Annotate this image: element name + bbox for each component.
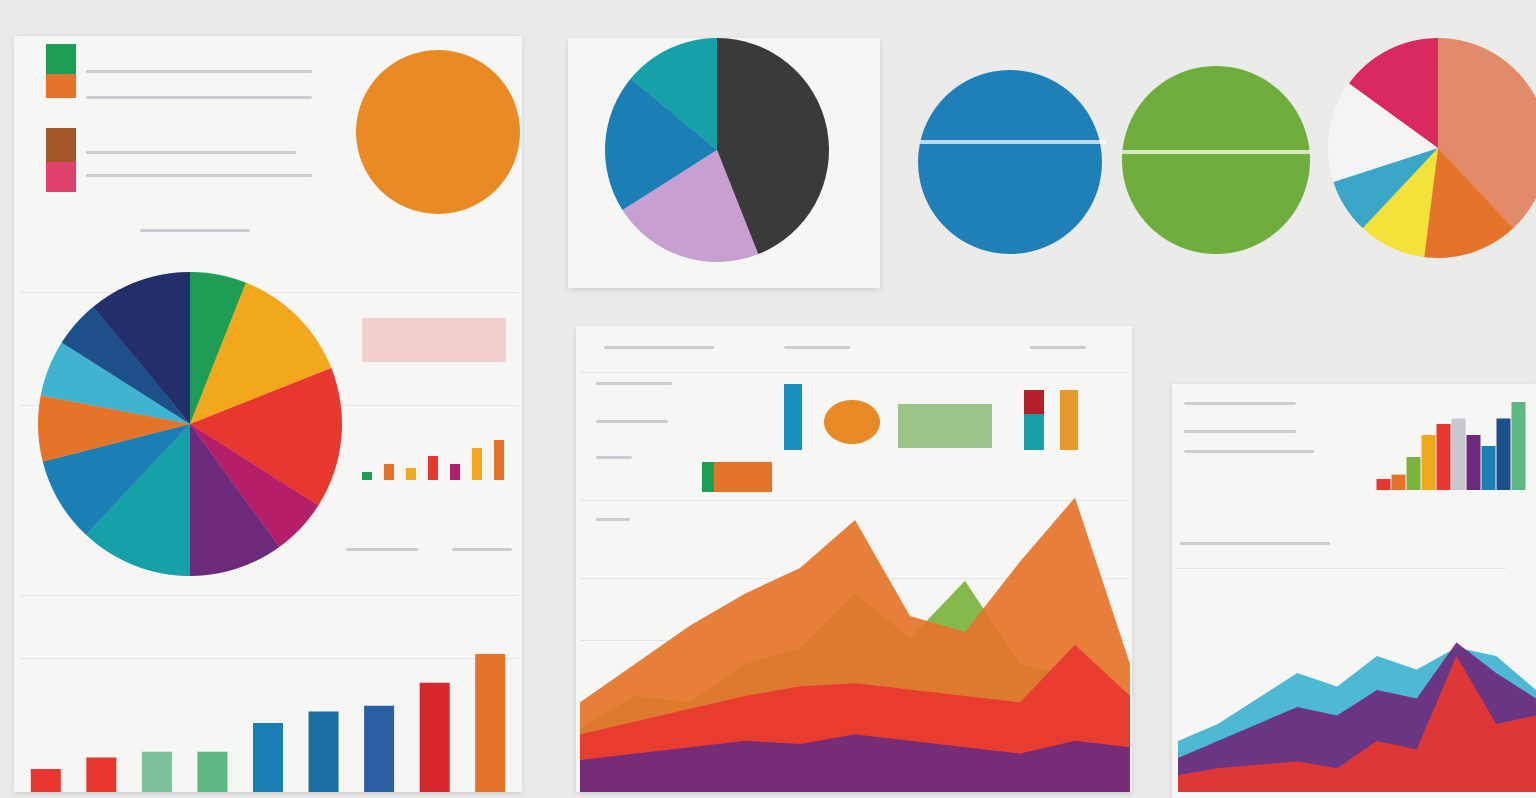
right-area-chart-series	[1178, 656, 1536, 792]
bottom-left-bar-chart-bar	[197, 751, 228, 792]
text-placeholder	[452, 548, 512, 551]
text-placeholder	[596, 382, 672, 385]
gridline	[20, 595, 518, 596]
right-bar-chart-bar	[1436, 424, 1451, 490]
mini-bar-chart-bar	[450, 464, 460, 480]
right-bar-chart-bar	[1406, 457, 1421, 490]
text-placeholder	[1030, 346, 1086, 349]
right-bar-chart-bar	[1451, 418, 1466, 490]
center-pie-chart-slice	[630, 38, 717, 150]
highlight-bar	[362, 318, 506, 362]
center-pie-chart-slice	[622, 150, 759, 262]
text-placeholder	[86, 70, 312, 73]
gridline	[580, 500, 1128, 501]
mini-bar-chart-bar	[406, 468, 416, 480]
text-placeholder	[784, 346, 850, 349]
green-medallion	[1122, 66, 1310, 254]
text-placeholder	[1180, 542, 1330, 545]
text-placeholder	[346, 548, 418, 551]
legend-swatch-icon	[46, 162, 76, 192]
center-pie-chart-slice	[717, 38, 830, 255]
text-placeholder	[596, 420, 668, 423]
bottom-left-bar-chart-bar	[30, 769, 61, 792]
text-placeholder	[86, 174, 312, 177]
text-placeholder	[596, 518, 630, 521]
legend-swatch-icon	[46, 128, 76, 162]
right-bar-chart-bar	[1421, 435, 1436, 490]
mini-bar-chart-bar	[362, 472, 372, 480]
text-placeholder	[1184, 450, 1314, 453]
right-pie-chart-slice	[1349, 38, 1438, 148]
main-pie-chart-slice	[42, 424, 190, 535]
text-placeholder	[1184, 430, 1296, 433]
mini-bar-chart-bar	[472, 448, 482, 480]
gridline	[20, 658, 518, 659]
main-pie-chart-slice	[190, 368, 342, 506]
right-bar-chart-bar	[1481, 446, 1496, 490]
gridline	[1176, 568, 1506, 569]
blue-medallion	[918, 70, 1102, 254]
chip-bar	[1060, 390, 1078, 450]
legend-swatch-icon	[46, 44, 76, 74]
main-pie-chart-slice	[40, 342, 190, 424]
right-pie-chart-slice	[1438, 38, 1536, 229]
text-placeholder	[1184, 402, 1296, 405]
right-pie-chart-slice	[1362, 148, 1438, 258]
text-placeholder	[604, 346, 714, 349]
mini-bar-chart-bar	[428, 456, 438, 480]
main-pie-chart-slice	[37, 395, 190, 462]
gridline	[20, 292, 518, 293]
bottom-left-bar-chart-bar	[419, 682, 450, 792]
chip-rect	[898, 404, 992, 448]
bottom-left-bar-chart-bar	[364, 705, 395, 792]
bottom-left-bar-chart-bar	[141, 751, 172, 792]
right-bar-chart-bar	[1466, 435, 1481, 490]
legend-swatch-icon	[46, 74, 76, 98]
center-pie-chart-slice	[605, 78, 717, 211]
medallion-divider	[920, 140, 1106, 144]
text-placeholder	[596, 456, 632, 459]
text-placeholder	[86, 96, 312, 99]
right-bar-chart-bar	[1376, 479, 1391, 490]
bottom-left-bar-chart-bar	[308, 711, 339, 792]
right-bar-chart-bar	[1496, 418, 1511, 490]
main-pie-chart-slice	[190, 424, 319, 547]
medallion-divider	[1122, 150, 1310, 154]
right-bar-chart-bar	[1391, 474, 1406, 490]
main-pie-chart-slice	[93, 272, 190, 424]
bottom-left-bar-chart-bar	[86, 757, 117, 792]
gridline	[580, 372, 1128, 373]
main-pie-chart-slice	[61, 306, 190, 424]
main-pie-chart-slice	[190, 424, 280, 576]
chip-rect	[702, 462, 714, 492]
right-pie-chart-slice	[1328, 83, 1438, 182]
chip-bar	[1024, 390, 1044, 414]
text-placeholder	[140, 229, 250, 232]
mini-bar-chart-bar	[384, 464, 394, 480]
chip-bar	[784, 384, 802, 450]
chip-ellipse	[824, 400, 880, 444]
main-pie-chart-slice	[190, 282, 332, 424]
mini-bar-chart-bar	[494, 440, 504, 480]
right-pie-chart-slice	[1424, 148, 1514, 258]
right-pie-chart-slice	[1333, 148, 1438, 229]
center-area-chart-series	[580, 734, 1130, 792]
text-placeholder	[86, 151, 296, 154]
orange-medallion	[356, 50, 520, 214]
bottom-left-bar-chart-bar	[253, 723, 283, 792]
bottom-left-bar-chart-bar	[475, 654, 506, 792]
main-pie-chart-slice	[190, 272, 246, 424]
main-pie-chart-slice	[85, 424, 190, 576]
right-bar-chart-bar	[1511, 402, 1526, 490]
